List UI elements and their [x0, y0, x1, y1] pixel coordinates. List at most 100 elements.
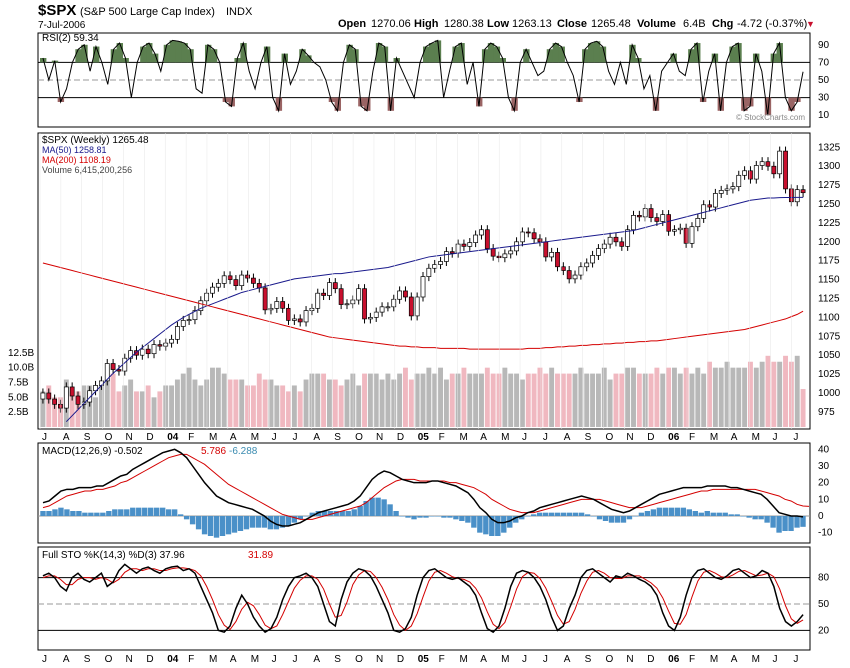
price-candle: [367, 317, 373, 320]
price-candle: [221, 275, 227, 284]
macd-histogram-bar: [118, 509, 124, 516]
volume-bar: [338, 385, 344, 427]
macd-histogram-bar: [764, 516, 770, 523]
volume-bar: [163, 385, 169, 427]
rsi-overbought-area: [752, 53, 760, 63]
price-tick-label: 1075: [818, 331, 841, 342]
x-axis-label-sto: N: [626, 654, 633, 665]
price-candle: [438, 261, 443, 265]
price-candle: [180, 320, 186, 327]
price-candle: [315, 292, 321, 309]
rsi-overbought-area: [204, 44, 212, 63]
macd-histogram-bar: [614, 516, 621, 523]
volume-label: Volume: [637, 18, 676, 30]
price-candle: [175, 326, 180, 340]
volume-bar: [134, 391, 139, 427]
volume-bar: [227, 379, 233, 427]
price-candle: [584, 262, 590, 268]
price-candle: [204, 292, 210, 302]
macd-histogram-bar: [746, 516, 752, 518]
price-candle: [654, 217, 660, 222]
volume-bar: [660, 373, 666, 427]
rsi-overbought-area: [487, 43, 495, 63]
rsi-overbought-area: [428, 43, 436, 63]
macd-histogram-bar: [201, 516, 208, 535]
volume-bar: [303, 379, 309, 427]
x-axis-label-sto: M: [501, 654, 509, 665]
volume-bar: [666, 367, 672, 427]
volume-bar: [753, 367, 759, 427]
price-candle: [748, 170, 753, 180]
price-candle: [443, 251, 449, 262]
price-candle: [771, 165, 777, 175]
x-axis-label-price: S: [585, 432, 592, 443]
ma200-legend: MA(200) 1108.19: [42, 155, 111, 165]
rsi-overbought-area: [629, 44, 636, 63]
rsi-overbought-area: [305, 55, 312, 63]
exchange-label: INDX: [226, 6, 253, 18]
price-candle: [227, 275, 233, 280]
rsi-overbought-area: [593, 41, 601, 63]
rsi-overbought-area: [493, 46, 501, 63]
price-candle: [233, 279, 239, 287]
x-axis-label-price: J: [522, 432, 527, 443]
rsi-oversold-area: [364, 97, 371, 111]
sto-panel: [37, 546, 811, 651]
price-candle: [245, 274, 250, 279]
price-candle: [169, 338, 174, 344]
volume-bar: [174, 379, 180, 427]
macd-histogram-bar: [435, 516, 441, 517]
volume-bar: [508, 373, 514, 427]
macd-histogram-bar: [483, 516, 489, 535]
price-candle: [128, 350, 134, 359]
rsi-overbought-area: [263, 46, 271, 63]
price-candle: [157, 344, 163, 347]
price-tick-label: 1325: [818, 142, 841, 153]
volume-bar: [601, 367, 607, 427]
macd-histogram-bar: [351, 509, 357, 516]
volume-value: 6.4B: [683, 18, 706, 30]
volume-bar: [426, 367, 432, 427]
volume-bar: [537, 367, 543, 427]
macd-histogram-bar: [333, 511, 339, 516]
macd-histogram-bar: [459, 516, 465, 521]
price-candle: [660, 214, 666, 222]
macd-histogram-bar: [447, 516, 453, 518]
volume-bar: [525, 373, 531, 427]
x-axis-label-sto: D: [647, 654, 654, 665]
x-axis-label-price: 06: [668, 432, 680, 443]
symbol-title: $SPX: [38, 2, 76, 19]
x-axis-label-sto: A: [230, 654, 237, 665]
volume-bar: [397, 373, 403, 427]
x-axis-label-price: A: [63, 432, 70, 443]
macd-histogram-bar: [237, 516, 244, 531]
high-label: High: [414, 18, 439, 30]
x-axis-label-price: O: [606, 432, 614, 443]
price-candle: [403, 290, 408, 298]
rsi-oversold-area: [222, 97, 230, 102]
x-axis-label-sto: J: [42, 654, 47, 665]
high-value: 1280.38: [444, 18, 484, 30]
volume-bar: [356, 385, 362, 427]
price-candle: [742, 170, 747, 176]
x-axis-label-sto: S: [334, 654, 341, 665]
price-tick-label: 1125: [818, 294, 840, 305]
macd-histogram-bar: [291, 516, 298, 523]
price-candle: [800, 189, 806, 194]
volume-bar: [677, 373, 683, 427]
rsi-overbought-area: [169, 40, 177, 63]
price-candle: [508, 250, 514, 255]
rsi-overbought-area: [458, 43, 465, 63]
volume-bar: [367, 373, 373, 427]
x-axis-label-sto: J: [292, 654, 297, 665]
volume-bar: [765, 355, 771, 427]
volume-bar: [145, 385, 151, 427]
macd-histogram-bar: [692, 511, 698, 516]
price-candle: [356, 288, 362, 301]
macd-histogram-bar: [501, 516, 507, 533]
rsi-overbought-area: [729, 46, 736, 63]
macd-histogram-bar: [507, 516, 513, 528]
macd-histogram-bar: [375, 497, 381, 516]
rsi-oversold-area: [328, 97, 336, 102]
macd-histogram-bar: [770, 516, 776, 528]
